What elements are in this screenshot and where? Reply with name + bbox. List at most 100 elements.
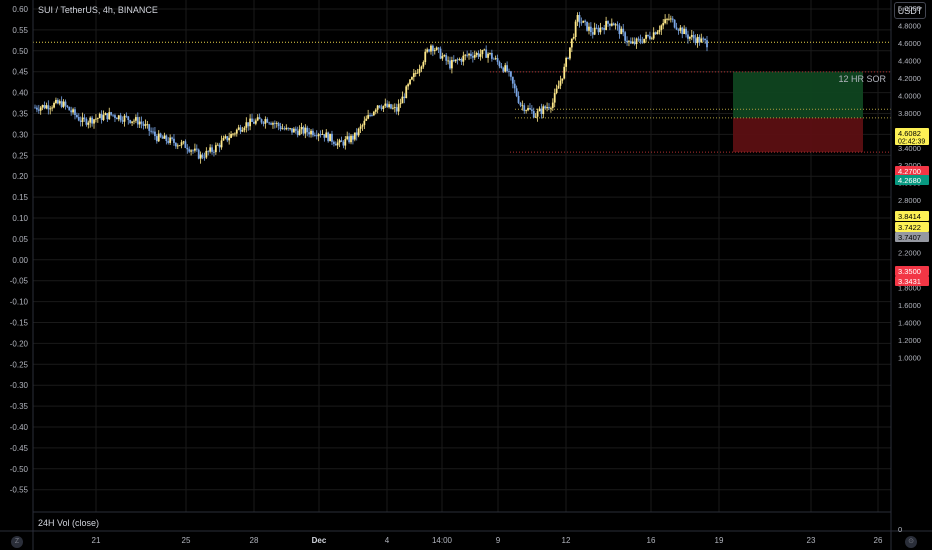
left-tick-label: -0.15 <box>10 319 29 328</box>
candle-body <box>582 20 585 23</box>
candle-body <box>433 50 436 52</box>
time-tick-label: 12 <box>562 536 571 545</box>
candle-body <box>49 108 52 110</box>
candle-body <box>102 115 105 120</box>
candle-body <box>607 21 609 24</box>
left-axis[interactable]: 0.60 0.55 0.50 0.45 0.40 0.35 0.30 0.25 0.20 0.15… <box>10 5 29 495</box>
candle-body <box>403 96 406 99</box>
candle-body <box>232 133 234 135</box>
candle-body <box>87 122 90 125</box>
candle-body <box>203 157 206 159</box>
candle-body <box>138 121 141 125</box>
settings-icon[interactable]: ⊙ <box>905 536 917 548</box>
candle-body <box>635 38 638 45</box>
candle-body <box>211 147 213 152</box>
candle-body <box>647 34 649 37</box>
candle-body <box>475 52 478 55</box>
time-tick-label: 23 <box>807 536 816 545</box>
candle-body <box>306 127 309 133</box>
time-axis[interactable]: 21 25 28 Dec 4 14:00 9 12 16 19 23 26 <box>92 536 883 545</box>
candle-body <box>129 120 132 123</box>
candle-body <box>296 130 299 136</box>
candle-body <box>409 79 411 85</box>
candle-body <box>355 132 358 136</box>
candle-body <box>74 109 76 115</box>
candle-body <box>218 144 221 148</box>
candle-body <box>523 105 526 112</box>
candle-body <box>281 128 284 130</box>
candle-body <box>331 133 333 142</box>
price-label-text: 3.3500 <box>898 267 921 276</box>
candle-body <box>39 107 42 111</box>
candle-body <box>334 143 337 146</box>
candle-body <box>294 128 297 131</box>
candle-body <box>45 105 48 109</box>
candle-body <box>487 53 489 58</box>
candle-body <box>416 72 419 74</box>
candle-body <box>650 38 653 40</box>
candle-body <box>264 119 267 124</box>
currency-button[interactable]: USDT <box>894 2 926 19</box>
candle-body <box>167 141 170 143</box>
candles <box>34 11 708 164</box>
candle-body <box>209 147 212 152</box>
position-tool[interactable]: 12 HR SOR <box>733 71 886 153</box>
candle-body <box>704 38 706 41</box>
candle-body <box>610 23 613 26</box>
right-tick-label: 3.2000 <box>898 161 921 170</box>
candle-body <box>593 27 596 35</box>
candle-body <box>174 142 177 147</box>
price-label-box <box>895 222 929 232</box>
candle-body <box>551 102 554 108</box>
left-tick-label: 0.25 <box>12 151 28 160</box>
left-tick-label: -0.25 <box>10 360 29 369</box>
countdown-label: 02:42:39 <box>898 139 925 146</box>
candle-body <box>601 27 604 29</box>
candle-body <box>348 136 351 143</box>
candle-body <box>230 133 232 138</box>
candle-body <box>119 115 122 121</box>
volume-indicator-label[interactable]: 24H Vol (close) <box>38 518 100 528</box>
candle-body <box>492 58 495 60</box>
symbol-title[interactable]: SUI / TetherUS, 4h, BINANCE <box>38 5 158 15</box>
price-label-text: 3.7422 <box>898 223 921 232</box>
candle-body <box>628 41 630 43</box>
zoom-icon[interactable]: Z <box>11 536 23 548</box>
candle-body <box>201 154 204 158</box>
candle-body <box>243 127 246 131</box>
candle-body <box>510 71 512 77</box>
candle-body <box>79 120 82 122</box>
candle-body <box>125 115 128 117</box>
candle-body <box>338 140 341 143</box>
candle-body <box>323 134 326 138</box>
right-tick-label: 2.8000 <box>898 196 921 205</box>
candle-body <box>626 40 628 43</box>
candle-body <box>544 106 547 109</box>
candle-body <box>51 107 54 109</box>
right-tick-label: 3.8000 <box>898 109 921 118</box>
left-tick-label: -0.20 <box>10 339 29 348</box>
candle-body <box>313 135 316 137</box>
candle-body <box>251 118 253 122</box>
candle-body <box>502 67 505 72</box>
candle-body <box>460 59 463 62</box>
candle-body <box>298 129 301 136</box>
left-tick-label: -0.55 <box>10 486 29 495</box>
candle-body <box>70 110 73 113</box>
candle-body <box>490 53 493 59</box>
candle-body <box>106 113 109 120</box>
candle-body <box>117 115 120 120</box>
left-tick-label: 0.60 <box>12 5 28 14</box>
profit-zone <box>733 71 863 118</box>
candle-body <box>91 117 94 124</box>
candle-body <box>184 141 187 148</box>
candle-body <box>68 106 71 111</box>
candle-body <box>399 103 402 105</box>
candle-body <box>171 137 173 139</box>
right-tick-label: 4.2000 <box>898 74 921 83</box>
candle-body <box>589 26 592 33</box>
candle-body <box>525 110 528 112</box>
candle-body <box>173 138 175 143</box>
candle-body <box>302 127 305 134</box>
